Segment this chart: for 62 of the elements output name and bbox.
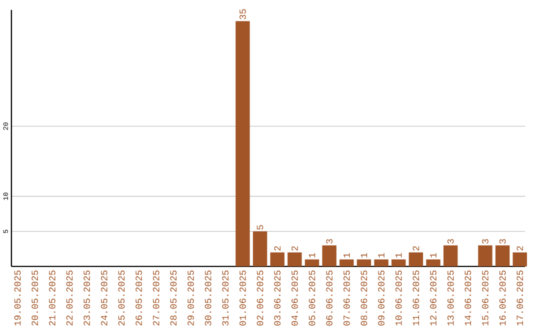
x-tick-label: 23.05.2025 — [84, 270, 90, 326]
data-label: 3 — [447, 239, 454, 244]
bar — [408, 252, 424, 267]
data-label: 1 — [308, 253, 316, 258]
data-label: 3 — [326, 239, 332, 244]
x-tick-label: 29.05.2025 — [188, 270, 194, 326]
data-label: 2 — [292, 246, 298, 251]
data-label: 1 — [344, 253, 350, 258]
bar — [374, 260, 388, 267]
data-label: 2 — [516, 246, 524, 251]
x-tick-label: 20.05.2025 — [32, 270, 38, 326]
data-label: 5 — [256, 225, 264, 230]
data-label: 1 — [396, 253, 402, 258]
x-tick-label: 11.06.2025 — [412, 270, 420, 326]
x-tick-label: 05.06.2025 — [308, 270, 316, 326]
x-tick-label: 26.05.2025 — [136, 270, 142, 326]
x-tick-label: 06.06.2025 — [326, 270, 332, 326]
x-tick-label: 16.06.2025 — [499, 270, 506, 326]
bar — [478, 246, 492, 267]
x-tick-label: 25.05.2025 — [118, 270, 125, 326]
x-tick-label: 04.06.2025 — [291, 270, 298, 326]
x-tick-label: 27.05.2025 — [152, 270, 160, 326]
bar — [270, 252, 284, 267]
x-tick-label: 02.06.2025 — [256, 270, 264, 326]
x-tick-label: 10.06.2025 — [395, 270, 402, 326]
data-label: 3 — [482, 239, 488, 244]
x-tick-label: 15.06.2025 — [482, 270, 488, 326]
bar — [340, 260, 354, 267]
x-tick-label: 08.06.2025 — [360, 270, 368, 326]
bar — [495, 246, 510, 267]
x-tick-label: 31.05.2025 — [222, 270, 229, 326]
x-tick-label: 07.06.2025 — [343, 270, 350, 326]
data-label: 1 — [378, 253, 384, 258]
bar — [322, 246, 336, 267]
data-label: 1 — [430, 253, 436, 258]
x-tick-label: 22.05.2025 — [66, 270, 73, 326]
bar — [252, 232, 268, 267]
x-tick-label: 21.05.2025 — [48, 270, 56, 326]
data-label: 35 — [240, 9, 246, 20]
data-label: 3 — [499, 239, 506, 244]
x-tick-label: 14.06.2025 — [464, 270, 472, 326]
bar — [392, 260, 406, 267]
x-tick-label: 30.05.2025 — [204, 270, 212, 326]
data-label: 1 — [360, 253, 368, 258]
x-tick-label: 01.06.2025 — [240, 270, 246, 326]
bar — [288, 252, 302, 267]
data-label: 2 — [412, 246, 420, 251]
x-tick-label: 03.06.2025 — [274, 270, 281, 326]
bar — [443, 246, 458, 267]
x-tick-label: 12.06.2025 — [430, 270, 436, 326]
x-tick-label: 19.05.2025 — [14, 270, 21, 326]
bar — [512, 252, 527, 267]
x-tick-label: 13.06.2025 — [447, 270, 454, 326]
x-tick-label: 09.06.2025 — [378, 270, 384, 326]
bar — [236, 21, 250, 267]
bar — [304, 260, 320, 267]
bar — [426, 260, 440, 267]
x-tick-label: 28.05.2025 — [170, 270, 177, 326]
data-label: 2 — [274, 246, 280, 251]
x-tick-label: 24.05.2025 — [100, 270, 108, 326]
x-tick-label: 17.06.2025 — [516, 270, 524, 326]
bar — [356, 260, 372, 267]
